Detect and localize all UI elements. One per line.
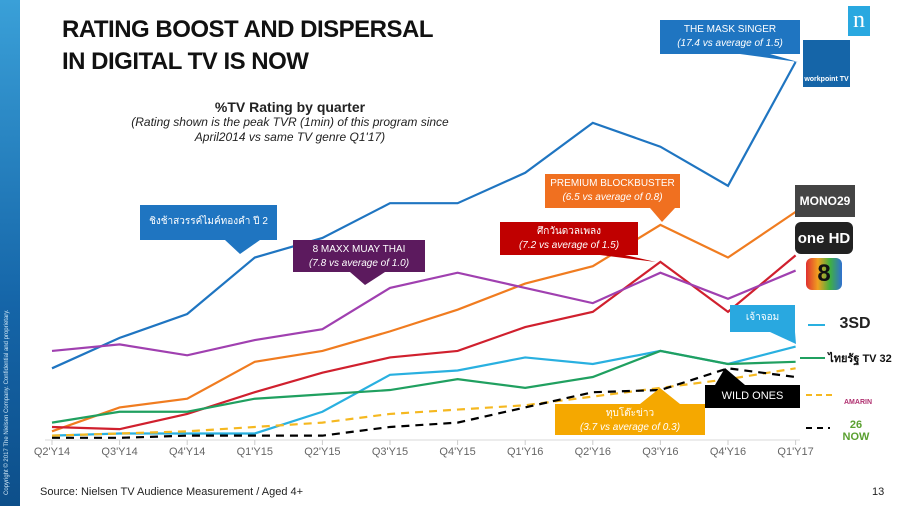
- callout-title: ทุบโต๊ะข่าว: [605, 408, 655, 419]
- callout-red-thai: ศึกวันดวลเพลง (7.2 vs average of 1.5): [500, 222, 638, 255]
- one-hd-logo: one HD: [795, 222, 853, 254]
- mono29-logo: MONO29: [795, 185, 855, 217]
- callout-mask-singer: THE MASK SINGER (17.4 vs average of 1.5): [660, 20, 800, 54]
- title-line-1: RATING BOOST AND DISPERSAL: [62, 16, 434, 43]
- chart-title: %TV Rating by quarter: [214, 99, 366, 115]
- callout-blue-thai: ชิงช้าสวรรค์ไมค์ทองคำ ปี 2: [140, 205, 277, 240]
- workpoint-logo: workpoint TV: [803, 40, 850, 87]
- callout-title: ชิงช้าสวรรค์ไมค์ทองคำ ปี 2: [149, 216, 268, 227]
- series-line-ch8: [51, 269, 797, 357]
- series-line-thairath: [51, 349, 796, 424]
- side-strip: [0, 0, 20, 506]
- x-tick-label: Q1'Y16: [507, 446, 544, 458]
- x-tick-label: Q3'Y14: [101, 446, 138, 458]
- page-number: 13: [872, 486, 885, 498]
- callout-title: ศึกวันดวลเพลง: [536, 226, 602, 237]
- callout-title: THE MASK SINGER: [683, 24, 777, 35]
- callout-note: (7.8 vs average of 1.0): [308, 258, 410, 269]
- callout-premium: PREMIUM BLOCKBUSTER (6.5 vs average of 0.…: [545, 174, 680, 208]
- callout-title: เจ้าจอม: [745, 312, 780, 323]
- callout-pointers: [225, 54, 798, 404]
- callout-note: (3.7 vs average of 0.3): [579, 422, 681, 433]
- x-tick-label: Q4'Y14: [169, 446, 206, 458]
- x-tick-label: Q2'Y16: [574, 446, 611, 458]
- thairath-logo: ไทยรัฐ TV 32: [828, 353, 892, 365]
- series-line-amarin: [51, 367, 796, 437]
- x-tick-label: Q4'Y15: [439, 446, 476, 458]
- callout-title: PREMIUM BLOCKBUSTER: [550, 178, 675, 189]
- x-tick-label: Q1'Y15: [236, 446, 273, 458]
- amarin-logo: AMARIN: [844, 399, 872, 406]
- callout-news: ทุบโต๊ะข่าว (3.7 vs average of 0.3): [555, 404, 705, 435]
- series-line-one: [51, 254, 797, 431]
- callout-title: WILD ONES: [721, 390, 784, 402]
- title-line-2: IN DIGITAL TV IS NOW: [62, 48, 309, 75]
- source-note: Source: Nielsen TV Audience Measurement …: [40, 486, 304, 498]
- nielsen-logo: n: [848, 6, 870, 36]
- x-tick-label: Q2'Y14: [33, 446, 71, 458]
- callout-muay-thai: 8 MAXX MUAY THAI (7.8 vs average of 1.0): [293, 240, 425, 272]
- chart-heading: %TV Rating by quarter (Rating shown is th…: [120, 100, 460, 145]
- callout-wild-ones: WILD ONES: [705, 385, 800, 408]
- x-tick-label: Q3'Y16: [642, 446, 679, 458]
- series-line-workpoint: [51, 61, 797, 370]
- callout-note: (17.4 vs average of 1.5): [677, 38, 783, 49]
- x-tick-label: Q4'Y16: [709, 446, 747, 458]
- x-tick-label: Q1'Y17: [777, 446, 814, 458]
- series-line-mono: [51, 210, 797, 433]
- slide-title: RATING BOOST AND DISPERSAL IN DIGITAL TV …: [62, 14, 434, 78]
- ch8-logo: 8: [806, 258, 842, 290]
- ch3sd-logo: 3SD: [839, 314, 871, 332]
- x-tick-label: Q2'Y15: [304, 446, 341, 458]
- now26-logo: 26 NOW: [842, 419, 870, 443]
- callout-note: (6.5 vs average of 0.8): [562, 192, 663, 203]
- callout-note: (7.2 vs average of 1.5): [518, 240, 620, 251]
- chart-subtitle: (Rating shown is the peak TVR (1min) of …: [131, 115, 449, 144]
- x-tick-label: Q3'Y15: [371, 446, 409, 458]
- callout-chaojom: เจ้าจอม: [730, 305, 795, 332]
- callout-title: 8 MAXX MUAY THAI: [312, 244, 406, 255]
- legend-lines: [800, 324, 836, 429]
